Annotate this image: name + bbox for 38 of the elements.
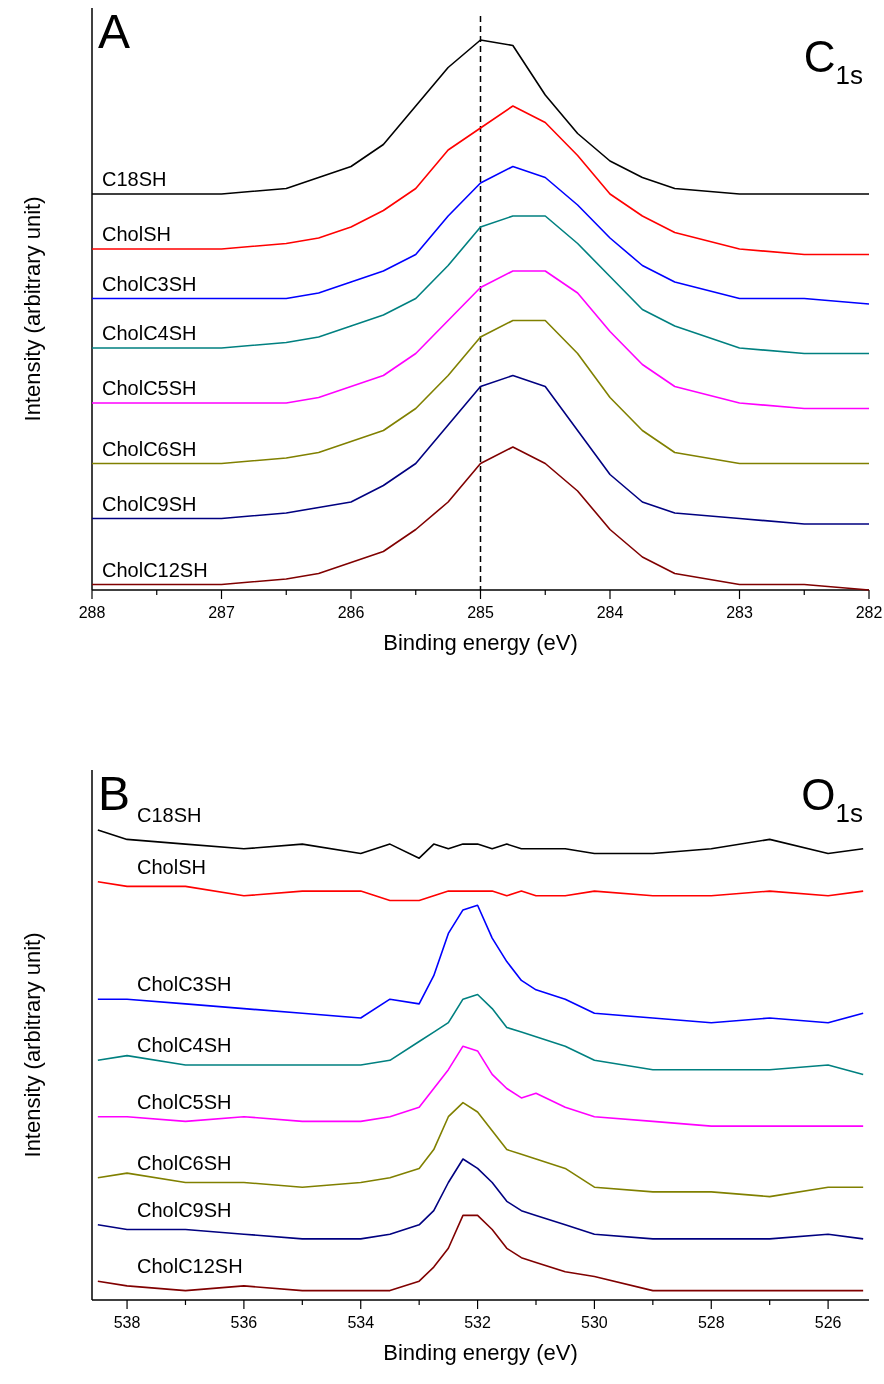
annotation: A (98, 5, 131, 58)
series-label: CholSH (102, 223, 171, 245)
text: O$_{1s}$ (801, 770, 863, 828)
series-label: CholC3SH (137, 973, 232, 996)
x-tick-label: 288 (78, 604, 106, 621)
series-label: CholC5SH (102, 377, 197, 399)
x-tick-label: 526 (814, 1314, 842, 1331)
x-tick-label: 287 (208, 604, 235, 621)
series-label: CholC4SH (137, 1034, 232, 1057)
x-tick-label: 282 (855, 604, 883, 621)
y-axis-title: Intensity (arbitrary unit) (20, 932, 45, 1158)
series-label: CholC12SH (102, 558, 208, 581)
x-axis-title: Binding energy (eV) (383, 1340, 578, 1365)
x-tick-label: 532 (464, 1314, 492, 1331)
series-label: C18SH (137, 804, 202, 826)
text: B (98, 767, 131, 820)
series-label: CholC4SH (102, 322, 197, 344)
x-tick-label: 528 (697, 1314, 725, 1331)
series-label: CholC3SH (102, 272, 197, 295)
series-label: CholC5SH (137, 1090, 232, 1113)
x-tick-label: 283 (726, 604, 753, 621)
x-tick-label: 285 (467, 604, 494, 621)
y-axis-title: Intensity (arbitrary unit) (20, 196, 45, 422)
series-label: CholC6SH (137, 1151, 232, 1174)
x-tick-label: 534 (347, 1314, 375, 1331)
x-tick-label: 530 (581, 1314, 608, 1331)
series-label: CholC9SH (102, 492, 197, 515)
x-tick-label: 538 (113, 1314, 141, 1331)
annotation: C$_{1s}$ (803, 32, 863, 90)
x-tick-label: 536 (230, 1314, 258, 1331)
series-label: CholC12SH (137, 1255, 243, 1278)
series-label: CholSH (137, 855, 206, 878)
series-label: CholC6SH (102, 437, 197, 460)
series-label: CholC9SH (137, 1198, 232, 1221)
x-axis-title: Binding energy (eV) (383, 630, 578, 655)
x-tick-label: 284 (596, 604, 624, 621)
series-label: C18SH (102, 168, 167, 190)
x-tick-label: 286 (337, 604, 365, 621)
